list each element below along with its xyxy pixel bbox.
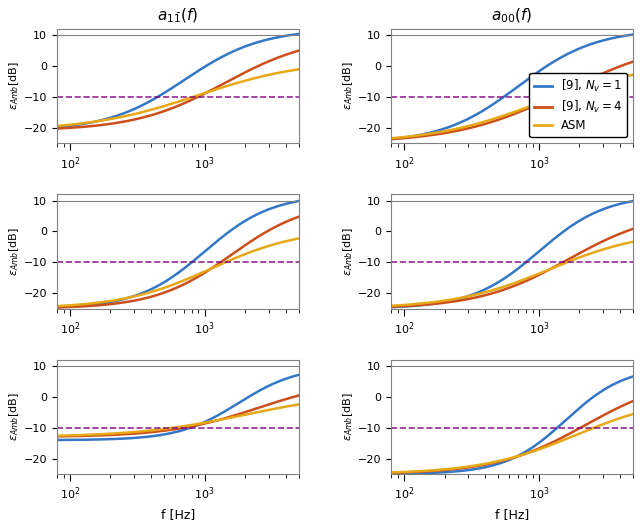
X-axis label: f [Hz]: f [Hz] (161, 508, 195, 521)
Y-axis label: $\varepsilon_{Amb}$[dB]: $\varepsilon_{Amb}$[dB] (341, 62, 355, 110)
X-axis label: f [Hz]: f [Hz] (495, 508, 529, 521)
Title: $a_{1\bar{1}}(f)$: $a_{1\bar{1}}(f)$ (157, 7, 198, 25)
Legend: [9], $N_v = 1$, [9], $N_v = 4$, ASM: [9], $N_v = 1$, [9], $N_v = 4$, ASM (529, 73, 627, 137)
Y-axis label: $\varepsilon_{Amb}$[dB]: $\varepsilon_{Amb}$[dB] (341, 227, 355, 276)
Y-axis label: $\varepsilon_{Amb}$[dB]: $\varepsilon_{Amb}$[dB] (341, 393, 355, 441)
Title: $a_{00}(f)$: $a_{00}(f)$ (492, 7, 532, 25)
Y-axis label: $\varepsilon_{Amb}$[dB]: $\varepsilon_{Amb}$[dB] (7, 393, 20, 441)
Y-axis label: $\varepsilon_{Amb}$[dB]: $\varepsilon_{Amb}$[dB] (7, 227, 20, 276)
Y-axis label: $\varepsilon_{Amb}$[dB]: $\varepsilon_{Amb}$[dB] (7, 62, 20, 110)
